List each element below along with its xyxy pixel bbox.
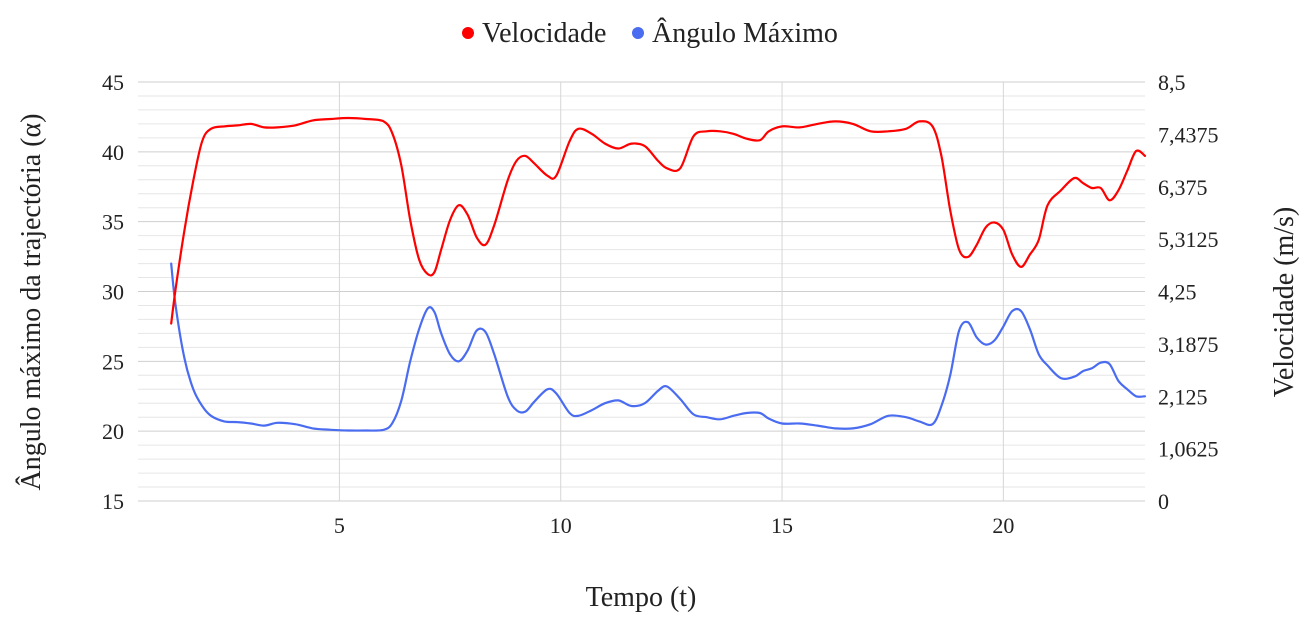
right-tick-label: 8,5 bbox=[1158, 70, 1186, 95]
right-tick-label: 5,3125 bbox=[1158, 227, 1219, 252]
left-axis-title: Ângulo máximo da trajectória (α) bbox=[16, 114, 47, 491]
legend: Velocidade Ângulo Máximo bbox=[462, 18, 838, 49]
left-tick-label: 40 bbox=[102, 140, 124, 165]
legend-label-velocidade: Velocidade bbox=[482, 18, 606, 49]
right-tick-label: 7,4375 bbox=[1158, 122, 1219, 147]
series-line-angulo-maximo bbox=[170, 262, 1147, 432]
left-tick-label: 15 bbox=[102, 489, 124, 514]
major-gridlines bbox=[138, 81, 1145, 502]
minor-gridlines bbox=[138, 95, 1145, 488]
x-tick-label: 15 bbox=[771, 513, 793, 538]
left-axis-ticks: 15 20 25 30 35 40 45 bbox=[102, 70, 124, 514]
x-tick-label: 5 bbox=[334, 513, 345, 538]
x-axis-ticks: 5 10 15 20 bbox=[334, 513, 1014, 538]
right-tick-label: 2,125 bbox=[1158, 384, 1208, 409]
right-tick-label: 0 bbox=[1158, 489, 1169, 514]
right-axis-title: Velocidade (m/s) bbox=[1269, 207, 1300, 398]
right-tick-label: 3,1875 bbox=[1158, 332, 1219, 357]
left-tick-label: 35 bbox=[102, 210, 124, 235]
series-line-velocidade bbox=[170, 116, 1147, 325]
legend-marker-velocidade bbox=[462, 27, 474, 39]
series-layer bbox=[170, 116, 1147, 432]
x-tick-label: 20 bbox=[992, 513, 1014, 538]
x-axis-title: Tempo (t) bbox=[586, 582, 697, 613]
right-tick-label: 1,0625 bbox=[1158, 437, 1219, 462]
legend-label-angulo: Ângulo Máximo bbox=[652, 18, 838, 49]
x-tick-label: 10 bbox=[550, 513, 572, 538]
right-tick-label: 4,25 bbox=[1158, 280, 1197, 305]
legend-marker-angulo bbox=[632, 27, 644, 39]
left-tick-label: 45 bbox=[102, 70, 124, 95]
right-axis-ticks: 0 1,0625 2,125 3,1875 4,25 5,3125 6,375 7,4375 8… bbox=[1158, 70, 1219, 514]
left-tick-label: 20 bbox=[102, 419, 124, 444]
left-tick-label: 25 bbox=[102, 349, 124, 374]
right-tick-label: 6,375 bbox=[1158, 175, 1208, 200]
left-tick-label: 30 bbox=[102, 280, 124, 305]
